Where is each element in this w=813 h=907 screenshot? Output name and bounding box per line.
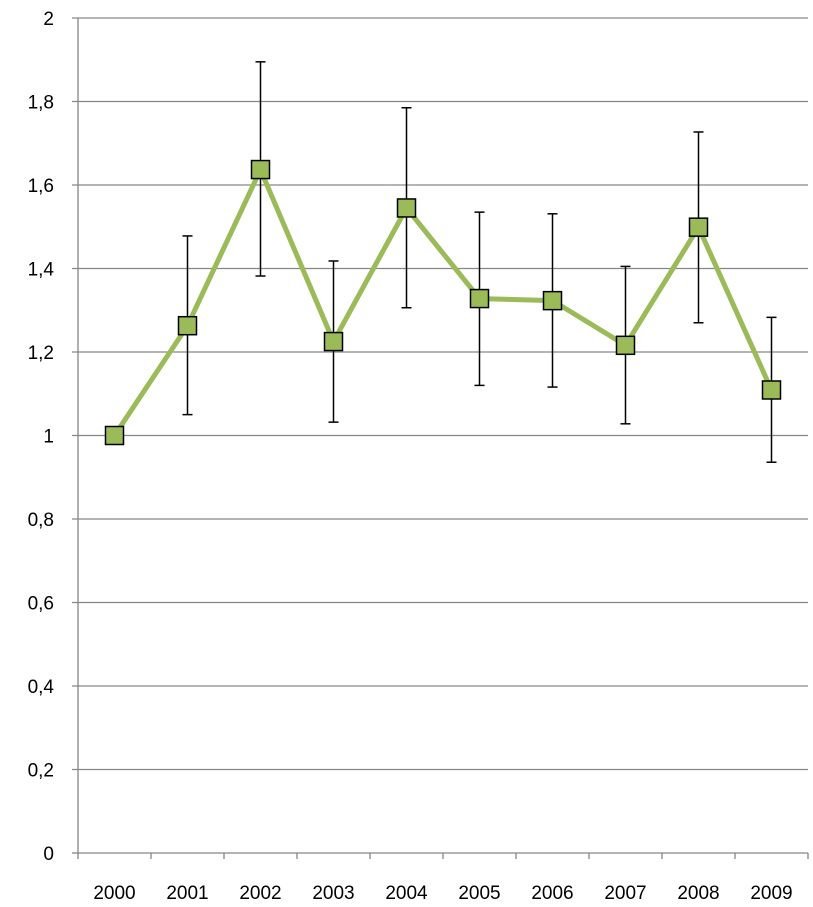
y-tick-label: 2: [43, 9, 54, 30]
data-point: [615, 335, 636, 356]
data-point: [761, 380, 782, 400]
data-point: [396, 198, 417, 218]
gridlines: [72, 17, 808, 771]
y-tick-label: 0,2: [28, 761, 54, 782]
x-tick-label: 2008: [677, 883, 719, 904]
series-line: [112, 167, 774, 438]
data-point: [323, 331, 344, 352]
x-tick-label: 2005: [458, 883, 500, 904]
x-tick-label: 2000: [93, 883, 135, 904]
x-tick-labels: 2000 2001 2002 2003 2004 2005 2006 2007 2008 2009: [93, 883, 792, 904]
y-tick-label: 1,8: [28, 93, 54, 114]
y-tick-labels: 0 0,2 0,4 0,6 0,8 1 1,2 1,4 1,6 1,8 2: [28, 9, 55, 865]
y-tick-label: 1,6: [28, 176, 54, 197]
x-tick-label: 2003: [312, 883, 354, 904]
x-tick-label: 2006: [531, 883, 573, 904]
data-point: [469, 288, 490, 309]
x-tick-label: 2009: [750, 883, 792, 904]
x-tick-label: 2001: [166, 883, 208, 904]
y-tick-label: 0,4: [28, 677, 55, 698]
series-line: [112, 167, 774, 438]
data-point: [542, 290, 563, 311]
x-tick-label: 2004: [385, 883, 428, 904]
y-tick-label: 0: [43, 844, 54, 865]
error-bars: [182, 61, 777, 463]
y-tick-label: 0,8: [28, 510, 54, 531]
y-tick-label: 1,4: [28, 260, 55, 281]
x-tick-label: 2007: [604, 883, 646, 904]
y-tick-label: 0,6: [28, 594, 54, 615]
x-tick-label: 2002: [239, 883, 281, 904]
data-point: [250, 159, 271, 180]
axes: [72, 18, 809, 859]
data-point: [104, 425, 125, 446]
y-tick-label: 1,2: [28, 343, 54, 364]
y-tick-label: 1: [43, 427, 54, 448]
data-point: [688, 217, 709, 237]
data-point: [177, 315, 198, 336]
data-markers: [104, 159, 782, 446]
